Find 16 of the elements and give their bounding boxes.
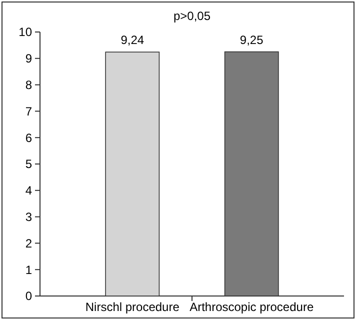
x-tick-label: Nirschl procedure: [85, 300, 180, 314]
y-tick-label: 5: [25, 157, 32, 172]
y-tick-label: 7: [25, 104, 32, 118]
x-tick-label: Arthroscopic procedure: [190, 300, 314, 314]
text: p>0,05: [173, 9, 211, 23]
y-tick-label: 8: [25, 78, 32, 92]
y-tick-label: 0: [25, 289, 32, 304]
data-label: 9,24: [120, 33, 144, 48]
y-tick-label: 1: [25, 262, 32, 277]
data-label: 9,25: [240, 32, 264, 47]
y-tick-label: 6: [25, 130, 32, 145]
y-tick-label: 3: [25, 210, 32, 224]
y-tick-label: 9: [25, 52, 32, 66]
y-tick-label: 2: [25, 236, 32, 250]
y-tick-label: 10: [18, 25, 32, 40]
y-tick-label: 4: [25, 184, 32, 198]
